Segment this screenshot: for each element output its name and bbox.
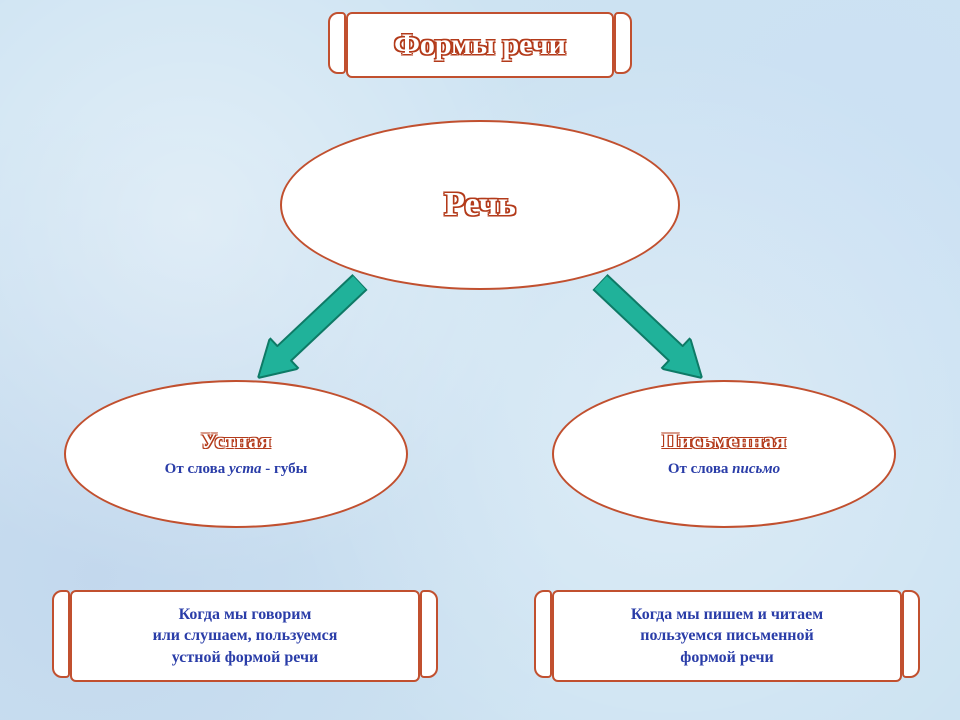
note-banner: Когда мы говоримили слушаем, пользуемсяу… xyxy=(70,590,420,682)
child-subtext: От слова уста - губы xyxy=(165,460,308,480)
arrow xyxy=(229,251,360,378)
child-node: Устная От слова уста - губы xyxy=(64,380,408,528)
root-label: Речь xyxy=(444,186,516,224)
note-text: Когда мы говоримили слушаем, пользуемсяу… xyxy=(141,604,350,669)
title-banner: Формы речи xyxy=(346,12,614,78)
title-text: Формы речи xyxy=(394,28,566,62)
note-text: Когда мы пишем и читаемпользуемся письме… xyxy=(619,604,835,669)
child-subtext: От слова письмо xyxy=(668,460,780,480)
note-banner: Когда мы пишем и читаемпользуемся письме… xyxy=(552,590,902,682)
child-node: Письменная От слова письмо xyxy=(552,380,896,528)
child-heading: Письменная xyxy=(662,428,786,454)
child-heading: Устная xyxy=(201,428,271,454)
